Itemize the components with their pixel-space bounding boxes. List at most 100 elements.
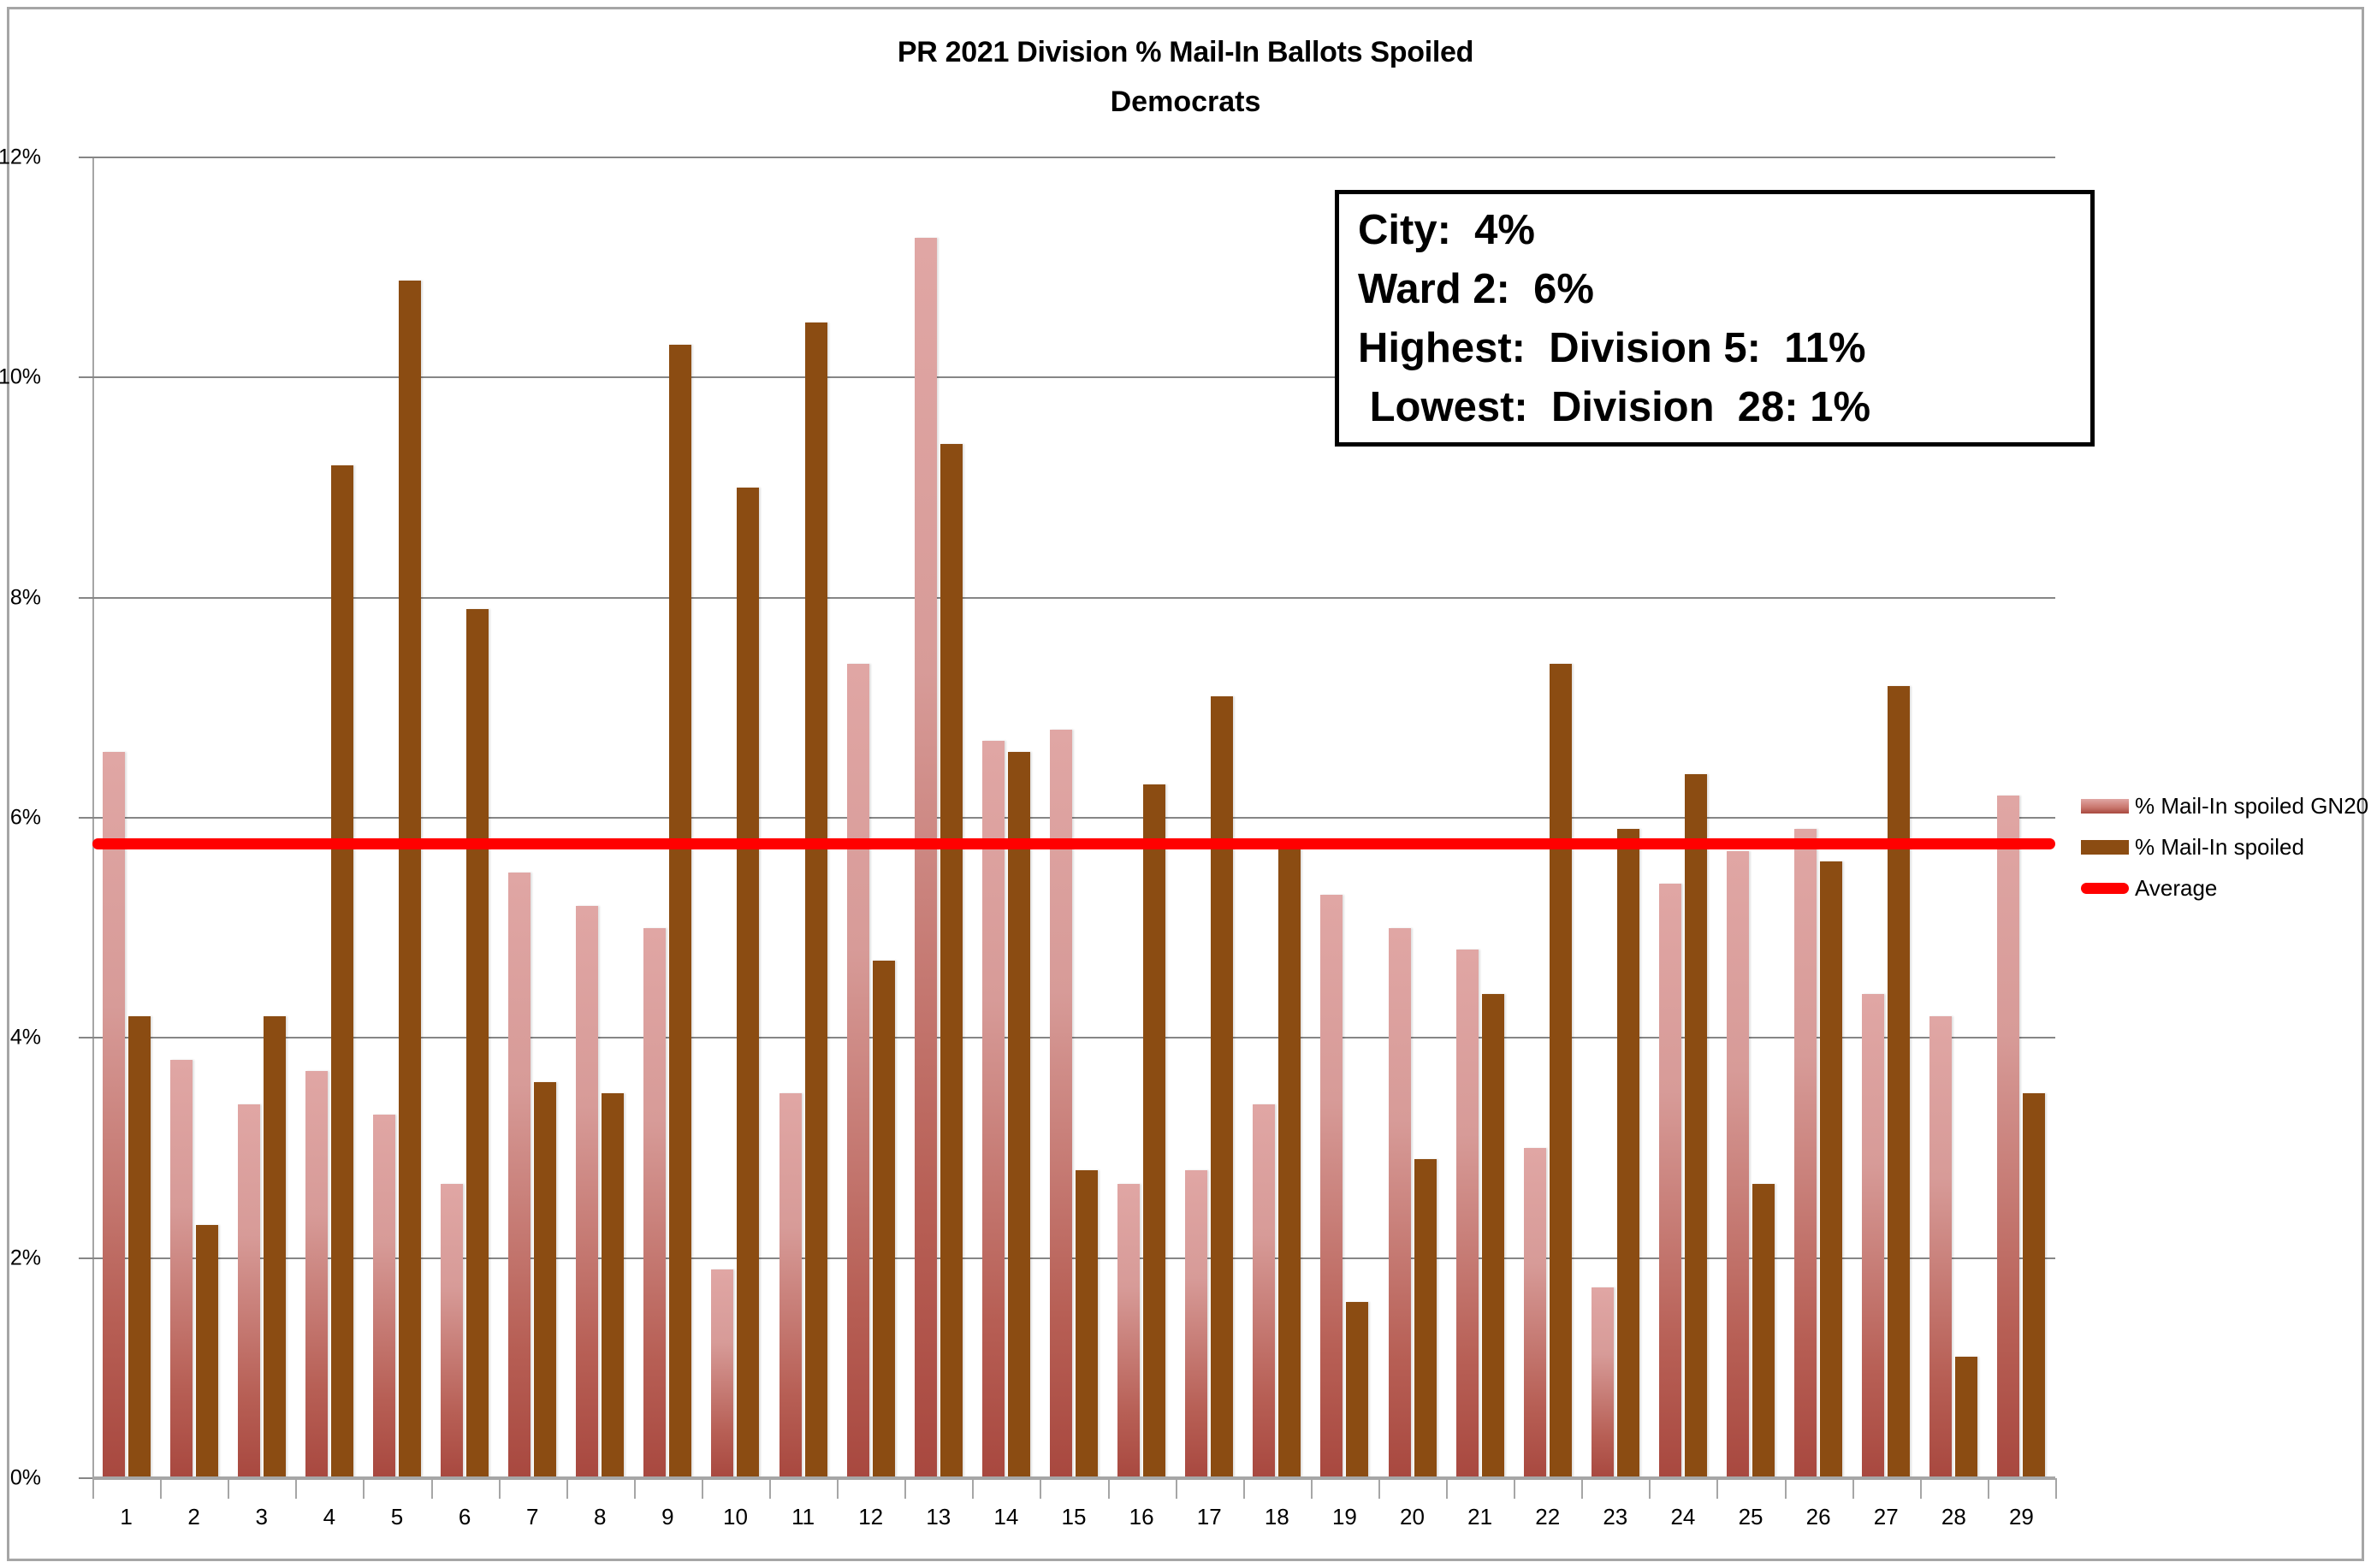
- x-tick-mark: [1784, 1478, 1787, 1499]
- bars-layer: [92, 157, 2055, 1478]
- bar-spoiled: [1278, 842, 1301, 1478]
- y-tick-mark: [79, 376, 92, 379]
- legend-swatch-spoiled-icon: [2081, 839, 2129, 855]
- x-tick-label: 6: [458, 1504, 471, 1530]
- bar-gn20: [1117, 1184, 1141, 1478]
- x-tick-mark: [904, 1478, 907, 1499]
- x-tick-mark: [633, 1478, 636, 1499]
- x-tick-label: 10: [723, 1504, 748, 1530]
- x-tick-label: 14: [993, 1504, 1019, 1530]
- gridline: [79, 1037, 2055, 1039]
- bar-gn20: [1929, 1015, 1953, 1478]
- bar-spoiled: [940, 443, 963, 1478]
- bar-gn20: [1997, 796, 2020, 1478]
- bar-gn20: [305, 1070, 328, 1478]
- x-tick-label: 27: [1873, 1504, 1899, 1530]
- x-tick-label: 15: [1061, 1504, 1087, 1530]
- annotation-highest: Highest: Division 5: 11%: [1358, 325, 1866, 371]
- bar-spoiled: [1616, 828, 1639, 1478]
- bar-spoiled: [1684, 773, 1707, 1478]
- bar-group: [837, 157, 904, 1478]
- bar-gn20: [1862, 993, 1885, 1478]
- annotation-ward: Ward 2: 6%: [1358, 266, 1594, 312]
- bar-gn20: [1320, 895, 1343, 1478]
- bar-gn20: [1049, 730, 1072, 1478]
- bar-spoiled: [737, 488, 760, 1478]
- bar-gn20: [1523, 1148, 1546, 1478]
- x-tick-mark: [363, 1478, 365, 1499]
- gridline: [79, 596, 2055, 599]
- y-tick-mark: [79, 157, 92, 158]
- bar-spoiled: [1481, 993, 1504, 1478]
- x-tick-label: 8: [594, 1504, 607, 1530]
- bar-group: [363, 157, 430, 1478]
- x-tick-label: 2: [187, 1504, 200, 1530]
- chart-subtitle: Democrats: [1110, 86, 1261, 118]
- legend-label-spoiled: % Mail-In spoiled: [2135, 833, 2304, 860]
- bar-spoiled: [1211, 696, 1234, 1478]
- x-tick-mark: [1310, 1478, 1313, 1499]
- legend-swatch-average-icon: [2081, 882, 2129, 894]
- bar-group: [1988, 157, 2055, 1478]
- chart-title: PR 2021 Division % Mail-In Ballots Spoil…: [897, 36, 1474, 68]
- bar-group: [1378, 157, 1446, 1478]
- x-tick-mark: [1107, 1478, 1110, 1499]
- bar-gn20: [508, 873, 531, 1478]
- x-tick-label: 3: [255, 1504, 268, 1530]
- bar-spoiled: [1955, 1357, 1978, 1478]
- bar-group: [1581, 157, 1649, 1478]
- bar-group: [1852, 157, 1920, 1478]
- x-tick-label: 11: [791, 1504, 815, 1530]
- x-tick-label: 13: [926, 1504, 951, 1530]
- bar-gn20: [1388, 927, 1411, 1478]
- x-tick-label: 20: [1400, 1504, 1425, 1530]
- y-tick-mark: [79, 1037, 92, 1039]
- bar-spoiled: [2023, 1092, 2046, 1478]
- bar-spoiled: [195, 1225, 218, 1478]
- x-tick-mark: [769, 1478, 772, 1499]
- x-tick-label: 5: [390, 1504, 404, 1530]
- legend-item-average: Average: [2081, 867, 2363, 908]
- bar-group: [1446, 157, 1514, 1478]
- bar-group: [228, 157, 295, 1478]
- bar-group: [972, 157, 1040, 1478]
- bar-spoiled: [1143, 784, 1166, 1478]
- bar-spoiled: [330, 465, 353, 1478]
- x-tick-label: 19: [1331, 1504, 1357, 1530]
- bar-gn20: [576, 905, 599, 1478]
- bar-spoiled: [466, 608, 489, 1478]
- bar-spoiled: [1075, 1169, 1098, 1478]
- x-tick-label: 18: [1264, 1504, 1289, 1530]
- bar-spoiled: [1549, 663, 1572, 1478]
- bar-group: [1785, 157, 1852, 1478]
- bar-group: [1514, 157, 1581, 1478]
- bar-group: [160, 157, 228, 1478]
- bar-gn20: [1658, 884, 1681, 1478]
- bar-gn20: [1591, 1287, 1614, 1478]
- bar-gn20: [441, 1184, 464, 1478]
- x-tick-mark: [1852, 1478, 1854, 1499]
- y-tick-mark: [79, 817, 92, 819]
- x-tick-mark: [1040, 1478, 1042, 1499]
- x-tick-label: 22: [1535, 1504, 1561, 1530]
- bar-spoiled: [398, 281, 421, 1478]
- bar-gn20: [914, 237, 937, 1478]
- x-tick-label: 9: [661, 1504, 674, 1530]
- bar-spoiled: [263, 1015, 286, 1478]
- bar-gn20: [981, 740, 1005, 1478]
- x-tick-mark: [1175, 1478, 1177, 1499]
- bar-group: [1649, 157, 1716, 1478]
- x-tick-mark: [972, 1478, 975, 1499]
- bar-group: [1311, 157, 1378, 1478]
- bar-group: [499, 157, 566, 1478]
- bar-gn20: [711, 1269, 734, 1478]
- bar-group: [769, 157, 837, 1478]
- bar-gn20: [169, 1060, 193, 1478]
- bar-gn20: [372, 1115, 395, 1478]
- bar-spoiled: [1007, 751, 1030, 1478]
- x-tick-label: 16: [1129, 1504, 1154, 1530]
- summary-annotation-box: City: 4% Ward 2: 6% Highest: Division 5:…: [1335, 190, 2095, 447]
- legend-label-average: Average: [2135, 874, 2218, 901]
- bar-spoiled: [872, 961, 895, 1478]
- x-axis-labels: 1 2 3 4 5 6 7 8 9 10 11 12 13 14 15 16 17 18 19 20 21 22 23 24 2…: [92, 1478, 2057, 1543]
